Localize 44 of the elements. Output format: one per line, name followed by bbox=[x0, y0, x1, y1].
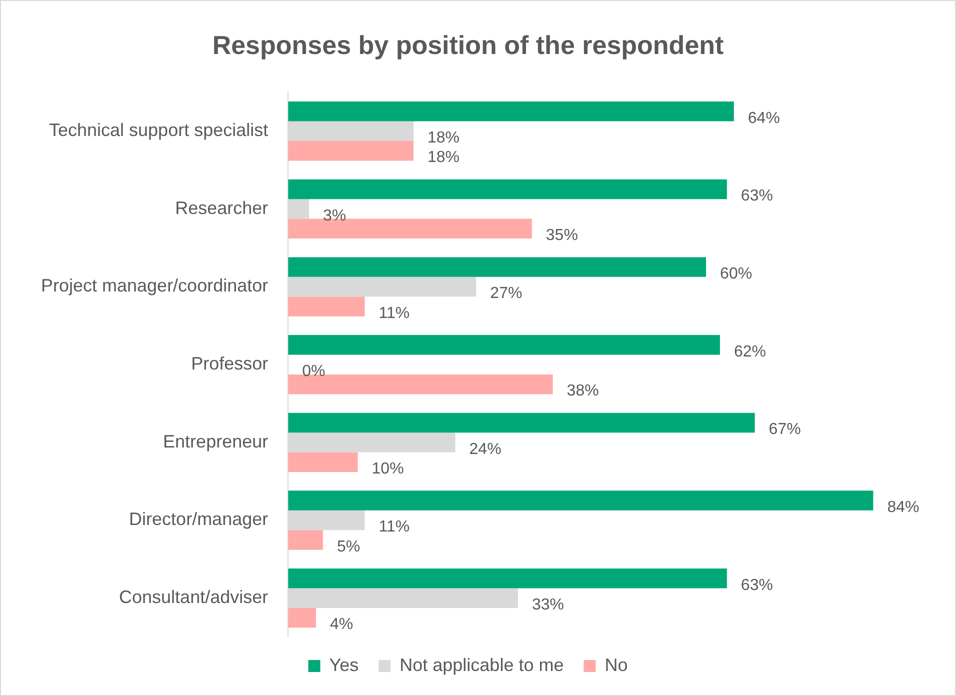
y-tick-label: Consultant/adviser bbox=[119, 587, 268, 608]
legend-label: Not applicable to me bbox=[400, 654, 564, 675]
data-label: 62% bbox=[734, 343, 766, 360]
bar bbox=[288, 335, 720, 355]
data-label: 27% bbox=[490, 285, 522, 302]
data-label: 63% bbox=[740, 188, 773, 205]
bar bbox=[288, 296, 365, 316]
legend-label: Yes bbox=[329, 654, 359, 675]
bar bbox=[288, 608, 316, 628]
chart-title: Responses by position of the respondent bbox=[212, 30, 724, 60]
data-label: 24% bbox=[469, 440, 502, 458]
data-label: 11% bbox=[378, 518, 410, 536]
legend-label: No bbox=[604, 654, 628, 675]
data-label: 10% bbox=[372, 460, 404, 478]
data-label: 5% bbox=[336, 538, 360, 556]
data-label: 4% bbox=[330, 616, 354, 634]
data-label: 0% bbox=[302, 363, 326, 380]
data-label: 3% bbox=[323, 207, 346, 224]
y-tick-label: Entrepreneur bbox=[163, 431, 268, 452]
data-label: 11% bbox=[378, 304, 410, 322]
bar bbox=[288, 140, 414, 161]
data-label: 35% bbox=[546, 227, 578, 244]
data-label: 64% bbox=[748, 110, 780, 127]
bar bbox=[288, 412, 755, 433]
data-label: 33% bbox=[532, 596, 564, 614]
data-label: 63% bbox=[740, 576, 773, 594]
data-label: 18% bbox=[427, 149, 460, 166]
bar bbox=[288, 102, 734, 122]
y-tick-label: Professor bbox=[191, 354, 268, 374]
data-label: 67% bbox=[768, 421, 801, 438]
bar bbox=[288, 179, 727, 200]
bar bbox=[288, 568, 727, 588]
data-label: 60% bbox=[720, 265, 752, 282]
y-tick-label: Director/manager bbox=[129, 509, 268, 530]
bar bbox=[288, 452, 358, 472]
data-label: 38% bbox=[566, 382, 599, 400]
data-label: 18% bbox=[427, 130, 460, 147]
y-tick-label: Technical support specialist bbox=[48, 120, 268, 140]
y-tick-label: Researcher bbox=[175, 198, 268, 218]
data-label: 84% bbox=[887, 498, 920, 516]
y-tick-label: Project manager/coordinator bbox=[40, 276, 268, 296]
bar bbox=[288, 257, 706, 277]
bar bbox=[288, 490, 874, 510]
bar bbox=[288, 530, 323, 550]
